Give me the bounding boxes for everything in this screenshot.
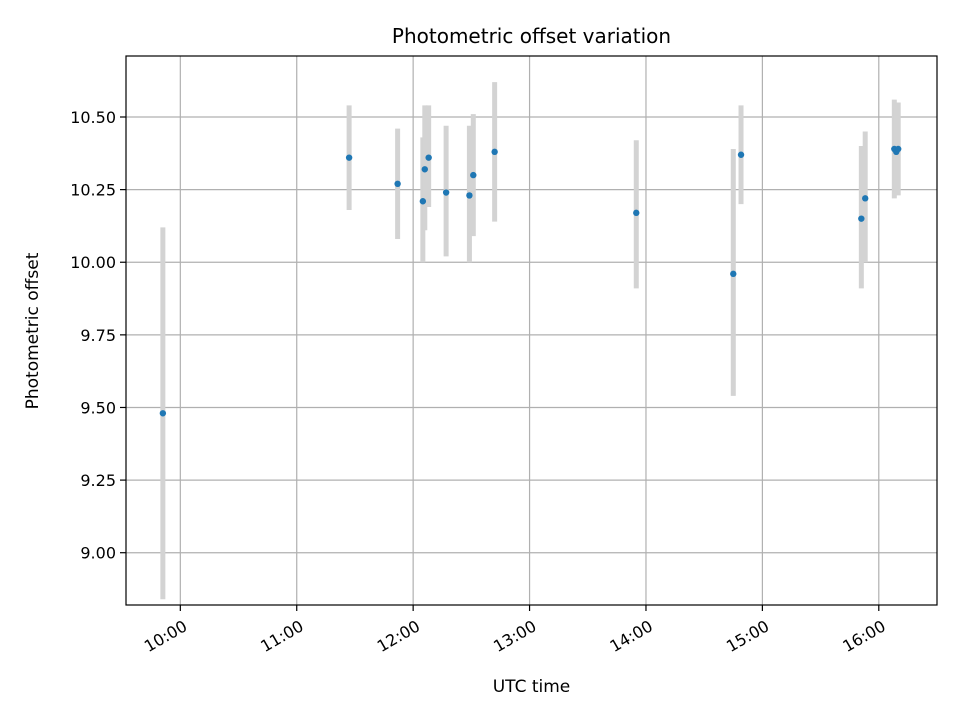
grid xyxy=(126,56,937,605)
y-tick-label: 9.25 xyxy=(80,471,116,490)
y-axis: 9.00 9.25 9.50 9.75 10.00 10.25 10.50 xyxy=(70,108,126,563)
y-axis-label: Photometric offset xyxy=(23,252,43,409)
y-tick-label: 9.75 xyxy=(80,326,116,345)
data-point xyxy=(858,215,865,222)
data-point xyxy=(159,410,167,417)
data-point xyxy=(894,145,902,153)
data-point xyxy=(466,192,473,199)
y-tick-label: 9.00 xyxy=(80,544,116,563)
y-tick-label: 10.50 xyxy=(70,108,116,127)
data-point xyxy=(737,151,745,158)
x-axis-label: UTC time xyxy=(493,677,571,697)
data-point xyxy=(730,270,737,278)
data-point xyxy=(394,180,401,188)
data-point xyxy=(633,209,640,217)
plot-frame xyxy=(125,55,938,606)
data-point xyxy=(470,171,477,179)
data-point xyxy=(425,154,432,161)
y-tick-label: 10.00 xyxy=(70,253,116,272)
y-tick-label: 10.25 xyxy=(70,181,116,200)
data-points xyxy=(159,145,902,417)
data-point xyxy=(491,148,498,156)
data-point xyxy=(421,166,428,173)
data-point xyxy=(442,189,450,196)
data-point xyxy=(419,198,427,205)
chart-title: Photometric offset variation xyxy=(392,24,671,48)
y-tick-label: 9.50 xyxy=(80,398,116,417)
data-point xyxy=(862,195,869,202)
data-point xyxy=(345,154,353,161)
